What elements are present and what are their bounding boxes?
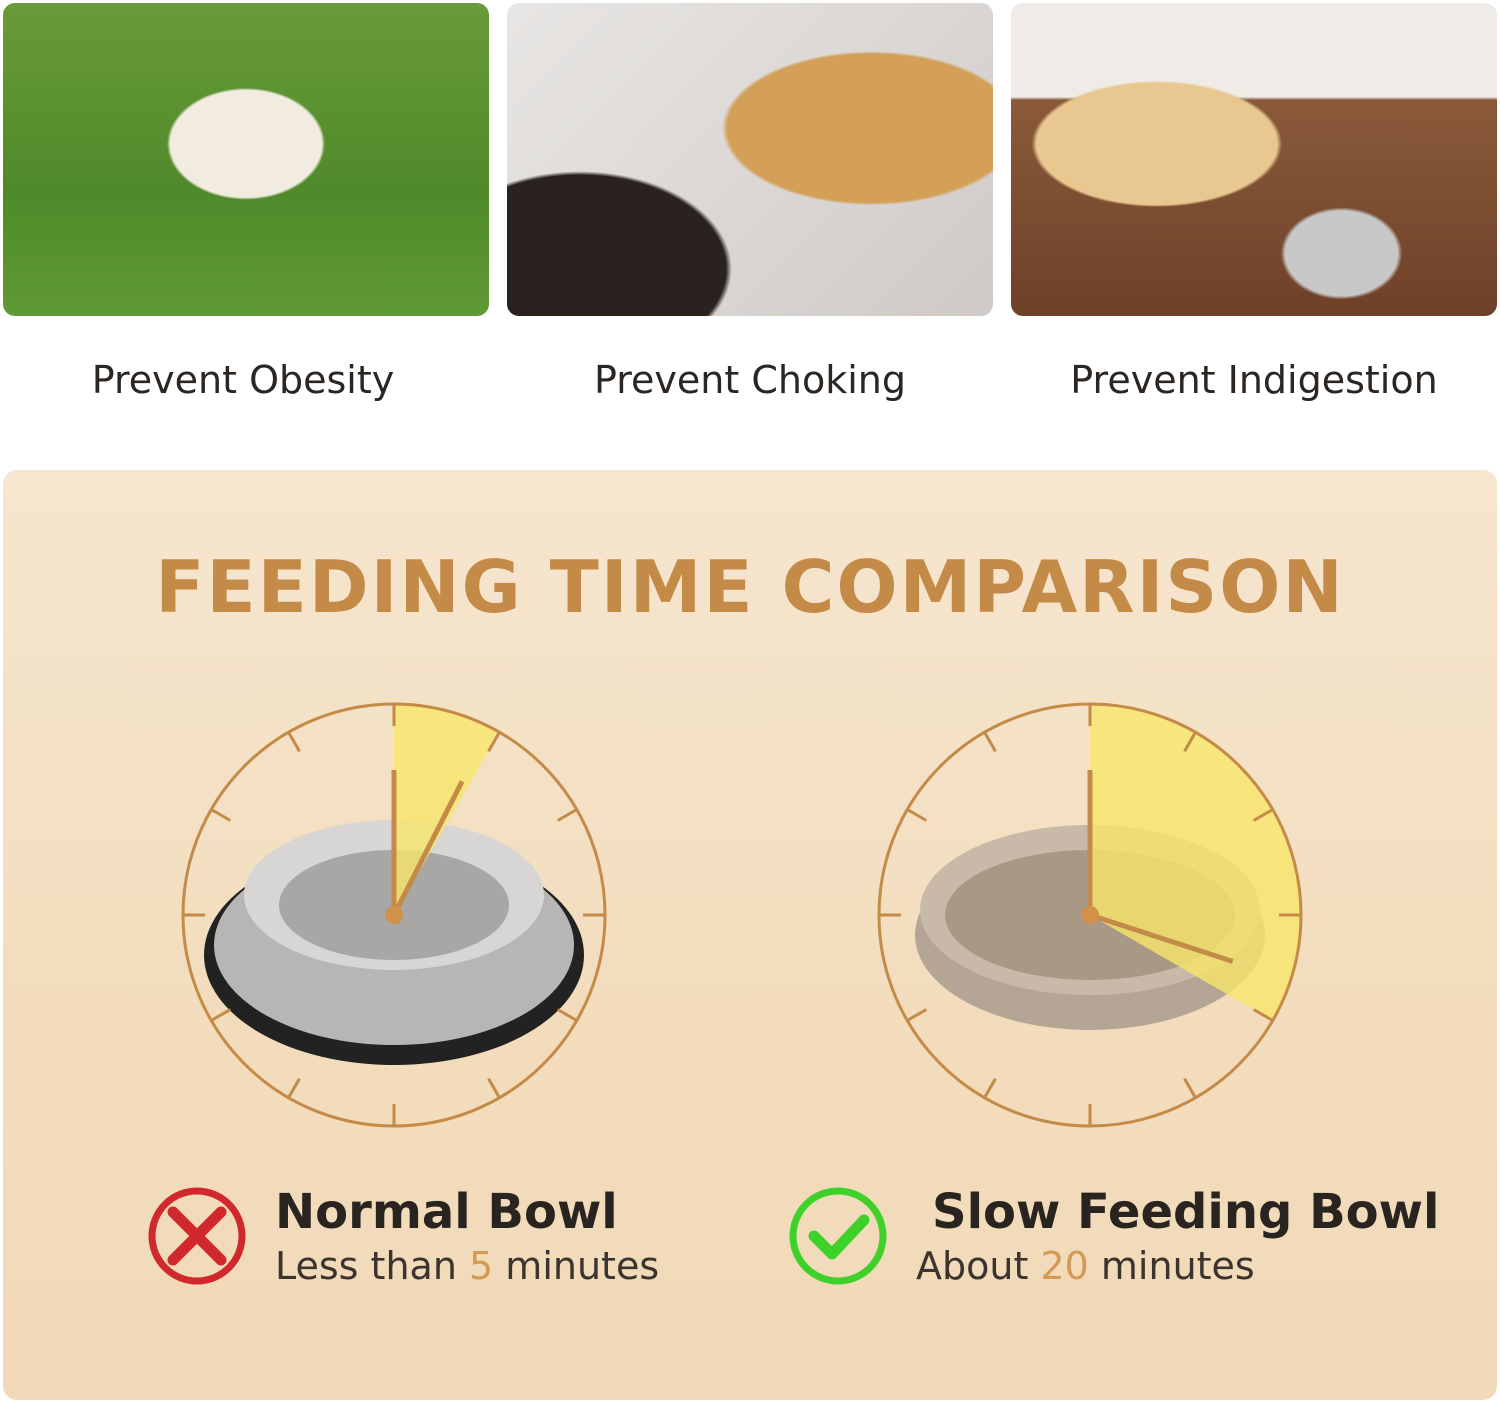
clock-tick [1183, 731, 1197, 753]
slow-bowl-name: Slow Feeding Bowl [932, 1184, 1440, 1240]
clock-center-dot [385, 906, 403, 924]
clock-tick [210, 808, 232, 822]
check-circle-icon [789, 1187, 887, 1285]
caption-prevent-obesity: Prevent Obesity [91, 358, 395, 402]
clock-tick [1183, 1077, 1197, 1099]
x-circle-icon [148, 1187, 246, 1285]
elapsed-time-wedge [1090, 704, 1301, 1021]
pug-photo [3, 3, 489, 316]
clock-tick [1252, 808, 1274, 822]
golden-retriever-photo [507, 3, 993, 316]
clock-tick [556, 808, 578, 822]
clock-tick [487, 731, 501, 753]
clock-tick [906, 808, 928, 822]
clock-tick [983, 731, 997, 753]
clock-tick [983, 1077, 997, 1099]
clock-tick [556, 1008, 578, 1022]
comparison-title: FEEDING TIME COMPARISON [155, 545, 1345, 629]
clock-tick [906, 1008, 928, 1022]
clock-tick [487, 1077, 501, 1099]
caption-prevent-choking: Prevent Choking [594, 358, 906, 402]
clock-hand-end [391, 780, 465, 917]
clock-tick [1252, 1008, 1274, 1022]
clock-tick [287, 731, 301, 753]
normal-bowl-time: Less than 5 minutes [275, 1244, 660, 1288]
clock-hand-end [1089, 912, 1234, 964]
clock-center-dot [1081, 906, 1099, 924]
normal-bowl-clock [181, 702, 607, 1128]
slow-bowl-time: About 20 minutes [916, 1244, 1255, 1288]
normal-bowl-name: Normal Bowl [275, 1184, 618, 1240]
labrador-photo [1011, 3, 1497, 316]
clock-tick [287, 1077, 301, 1099]
slow-bowl-clock [877, 702, 1303, 1128]
clock-tick [210, 1008, 232, 1022]
caption-prevent-indigestion: Prevent Indigestion [1070, 358, 1438, 402]
